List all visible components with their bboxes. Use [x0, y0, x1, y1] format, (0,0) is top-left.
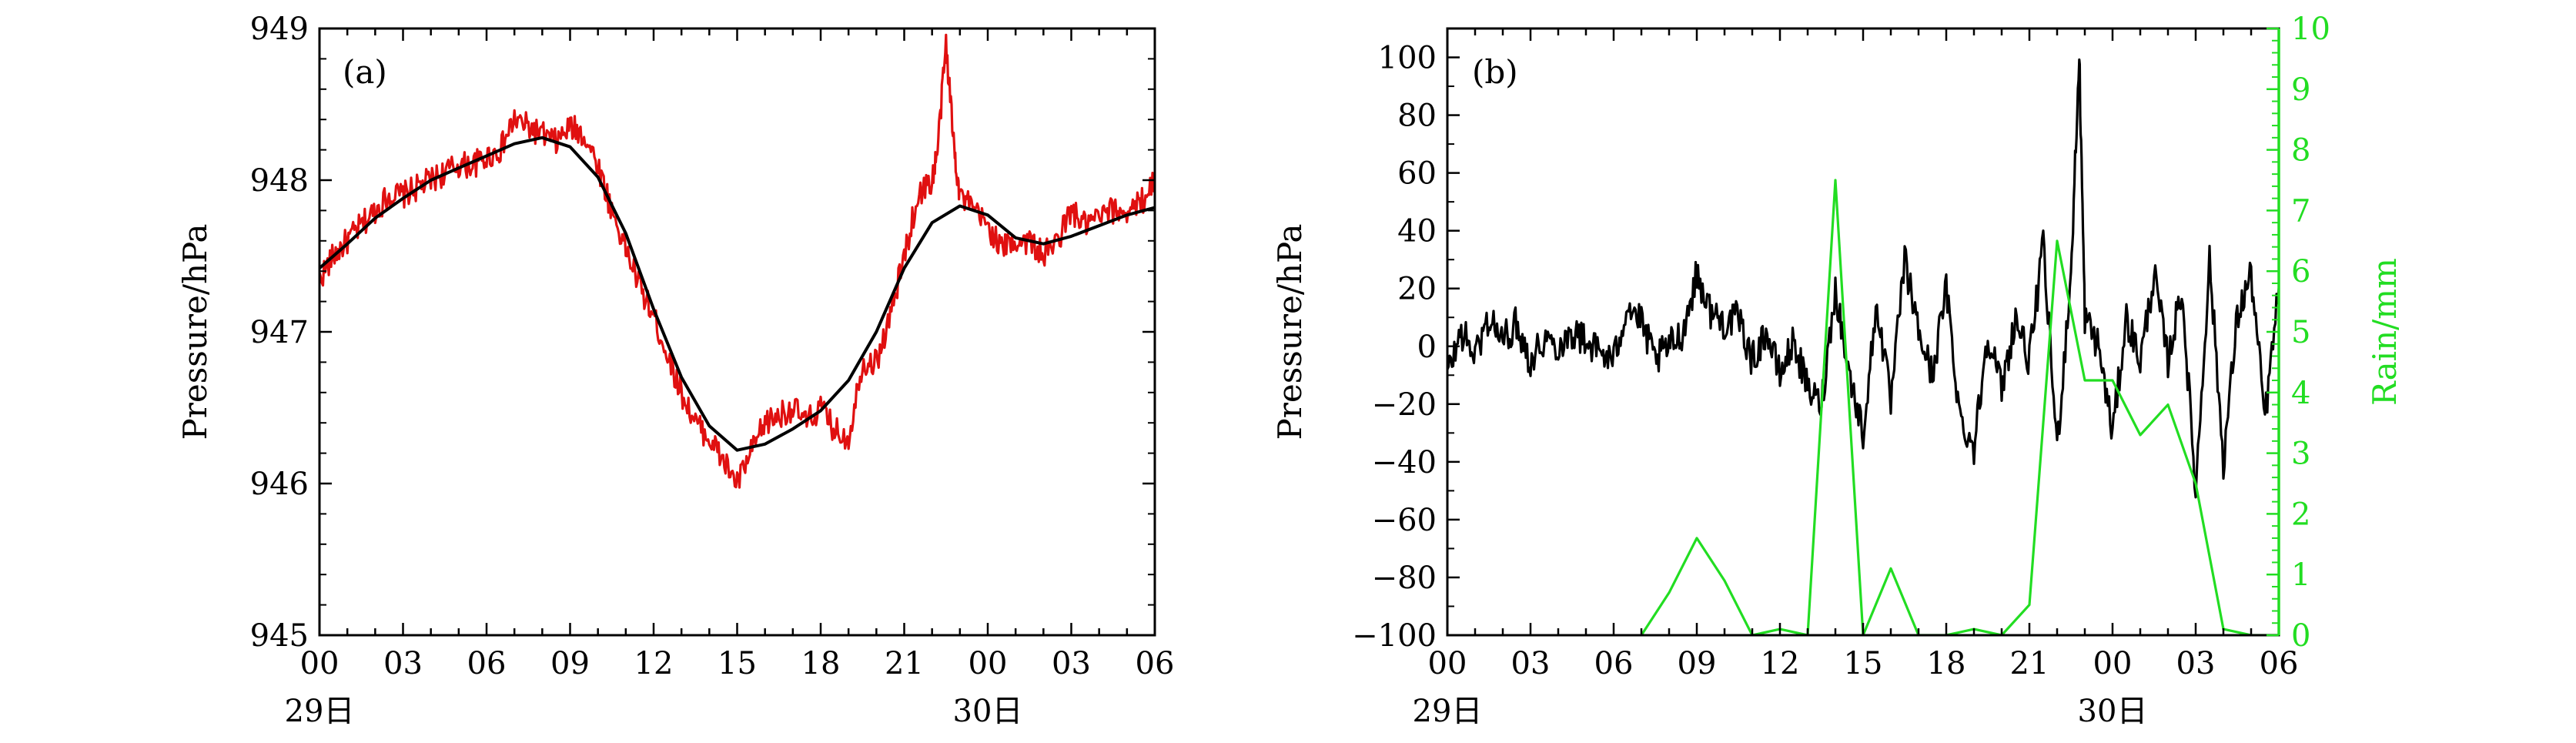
x-tick-label: 06 [2260, 646, 2299, 681]
series-line-1 [319, 33, 1155, 489]
y-tick-label: 20 [1397, 272, 1437, 307]
x-tick-label: 00 [2093, 646, 2133, 681]
x-tick-label: 09 [550, 646, 590, 681]
y2-tick-label: 5 [2291, 315, 2310, 350]
y2-tick-label: 3 [2291, 437, 2310, 472]
y2-tick-label: 8 [2291, 133, 2310, 169]
y-tick-label: −60 [1372, 503, 1437, 538]
y-tick-label: −40 [1372, 445, 1437, 480]
y-tick-label: 949 [250, 12, 309, 47]
x-tick-label: 00 [1428, 646, 1467, 681]
y-tick-label: 80 [1397, 99, 1437, 134]
y-axis-label: Pressure/hPa [1271, 224, 1309, 440]
y-tick-label: 0 [1417, 330, 1437, 365]
y2-tick-label: 6 [2291, 254, 2310, 290]
plot-area [1447, 58, 2279, 635]
x-tick-label: 12 [1761, 646, 1800, 681]
y-tick-label: 948 [250, 163, 309, 199]
y2-tick-label: 1 [2291, 557, 2310, 593]
y2-tick-label: 0 [2291, 618, 2310, 654]
series-line-2 [1640, 179, 2279, 635]
y2-axis-label: Rain/mm [2366, 258, 2404, 406]
y-tick-label: 945 [250, 618, 309, 654]
x-tick-label: 06 [1136, 646, 1175, 681]
x-tick-label: 03 [1052, 646, 1091, 681]
y-tick-label: 60 [1397, 156, 1437, 192]
x-tick-label: 21 [885, 646, 924, 681]
y-tick-label: 100 [1378, 41, 1437, 76]
y-tick-label: −20 [1372, 387, 1437, 423]
panel-tag: (b) [1472, 53, 1518, 91]
series-line-1 [1447, 58, 2279, 499]
x-day-label: 29日 [1413, 694, 1483, 729]
x-tick-label: 03 [2176, 646, 2216, 681]
y2-tick-label: 10 [2291, 12, 2330, 47]
x-tick-label: 06 [467, 646, 507, 681]
x-tick-label: 03 [1511, 646, 1551, 681]
x-tick-label: 00 [969, 646, 1008, 681]
x-tick-label: 15 [718, 646, 757, 681]
x-day-label: 30日 [953, 694, 1023, 729]
x-tick-label: 09 [1678, 646, 1717, 681]
x-tick-label: 18 [1927, 646, 1966, 681]
y-tick-label: −100 [1352, 618, 1437, 654]
y-tick-label: 40 [1397, 214, 1437, 249]
panel-tag: (a) [343, 53, 387, 91]
x-tick-label: 18 [801, 646, 841, 681]
y2-tick-label: 9 [2291, 72, 2310, 108]
x-day-label: 30日 [2078, 694, 2148, 729]
x-tick-label: 15 [1844, 646, 1883, 681]
series-line-2 [319, 136, 1155, 452]
x-tick-label: 00 [300, 646, 340, 681]
x-tick-label: 12 [634, 646, 674, 681]
axis-frame [318, 27, 1156, 637]
y2-tick-label: 4 [2291, 376, 2310, 411]
y-axis-label: Pressure/hPa [176, 224, 214, 440]
panel-a: 00 03 06 09 12 15 18 21 00 03 06 29日 30日 945 946 947 948… [176, 12, 1174, 729]
y2-tick-label: 7 [2291, 193, 2310, 229]
y-tick-label: 947 [250, 315, 309, 350]
y2-tick-label: 2 [2291, 497, 2310, 532]
y-tick-label: −80 [1372, 561, 1437, 596]
x-tick-label: 06 [1594, 646, 1634, 681]
x-tick-label: 21 [2010, 646, 2049, 681]
plot-area [319, 33, 1155, 489]
x-tick-label: 03 [383, 646, 423, 681]
x-day-label: 29日 [285, 694, 355, 729]
y-tick-label: 946 [250, 467, 309, 502]
